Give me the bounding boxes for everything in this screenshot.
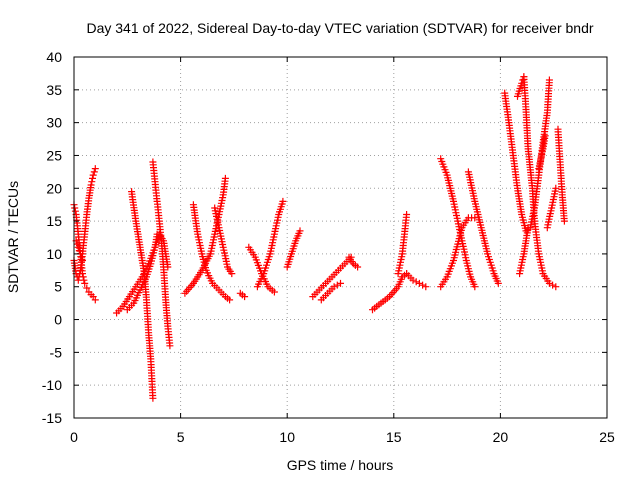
data-point bbox=[88, 178, 96, 186]
data-point bbox=[412, 278, 420, 286]
data-point bbox=[74, 276, 82, 284]
y-axis-label: SDTVAR / TECUs bbox=[5, 181, 21, 293]
data-point bbox=[545, 279, 553, 287]
y-tick-label: 10 bbox=[46, 246, 62, 262]
data-point bbox=[494, 279, 502, 287]
data-point bbox=[545, 76, 553, 84]
x-axis-ticks: 0 5 10 15 20 25 bbox=[70, 57, 615, 445]
data-point bbox=[471, 283, 479, 291]
data-point bbox=[409, 276, 417, 284]
data-point bbox=[560, 217, 568, 225]
data-point bbox=[79, 257, 86, 264]
y-tick-label: 40 bbox=[46, 49, 62, 65]
data-point bbox=[91, 165, 99, 173]
y-tick-label: 25 bbox=[46, 147, 62, 163]
data-points bbox=[70, 73, 568, 402]
data-point bbox=[83, 284, 91, 292]
plot-frame bbox=[73, 56, 608, 419]
y-tick-label: 30 bbox=[46, 115, 62, 131]
y-tick-label: -10 bbox=[42, 377, 62, 393]
data-point bbox=[74, 243, 82, 251]
y-axis-ticks: -15 -10 -5 0 5 10 15 20 25 30 35 40 bbox=[42, 49, 607, 426]
data-point bbox=[270, 288, 278, 296]
data-point bbox=[71, 204, 79, 212]
data-point bbox=[415, 279, 423, 287]
x-tick-label: 0 bbox=[70, 429, 78, 445]
x-tick-label: 10 bbox=[279, 429, 295, 445]
x-tick-label: 5 bbox=[177, 429, 185, 445]
data-point bbox=[76, 270, 84, 278]
data-point bbox=[153, 230, 161, 238]
y-tick-label: 5 bbox=[54, 279, 62, 295]
x-axis-label: GPS time / hours bbox=[287, 457, 394, 473]
data-point bbox=[89, 171, 97, 179]
y-tick-label: 0 bbox=[54, 312, 62, 328]
data-point bbox=[73, 240, 81, 248]
y-tick-label: 15 bbox=[46, 213, 62, 229]
data-point bbox=[78, 253, 85, 261]
data-point bbox=[354, 263, 362, 271]
data-point bbox=[89, 174, 96, 182]
data-point bbox=[87, 181, 95, 189]
data-point bbox=[166, 342, 174, 350]
data-point bbox=[330, 283, 338, 291]
data-point bbox=[149, 394, 157, 402]
data-point bbox=[90, 168, 98, 176]
data-point bbox=[75, 247, 83, 255]
data-point bbox=[524, 224, 532, 232]
data-point bbox=[221, 174, 229, 182]
y-tick-label: 35 bbox=[46, 82, 62, 98]
x-tick-label: 25 bbox=[599, 429, 615, 445]
data-point bbox=[279, 197, 287, 205]
data-point bbox=[337, 279, 344, 287]
data-point bbox=[333, 281, 341, 289]
data-point bbox=[241, 293, 249, 301]
y-tick-label: 20 bbox=[46, 180, 62, 196]
x-tick-label: 20 bbox=[493, 429, 509, 445]
data-point bbox=[75, 273, 83, 281]
data-point bbox=[81, 279, 89, 287]
chart-title: Day 341 of 2022, Sidereal Day-to-day VTE… bbox=[86, 20, 593, 36]
data-point bbox=[549, 281, 557, 289]
data-point bbox=[552, 283, 560, 291]
data-point bbox=[403, 211, 411, 218]
data-point bbox=[71, 207, 79, 215]
data-point bbox=[296, 227, 304, 235]
data-point bbox=[226, 296, 234, 304]
data-point bbox=[91, 296, 99, 304]
x-tick-label: 15 bbox=[386, 429, 402, 445]
y-tick-label: -15 bbox=[42, 410, 62, 426]
data-point bbox=[228, 270, 236, 278]
data-point bbox=[541, 132, 549, 140]
y-tick-label: -5 bbox=[50, 344, 63, 360]
data-point bbox=[419, 281, 427, 289]
data-point bbox=[552, 184, 560, 192]
data-point bbox=[422, 283, 430, 291]
